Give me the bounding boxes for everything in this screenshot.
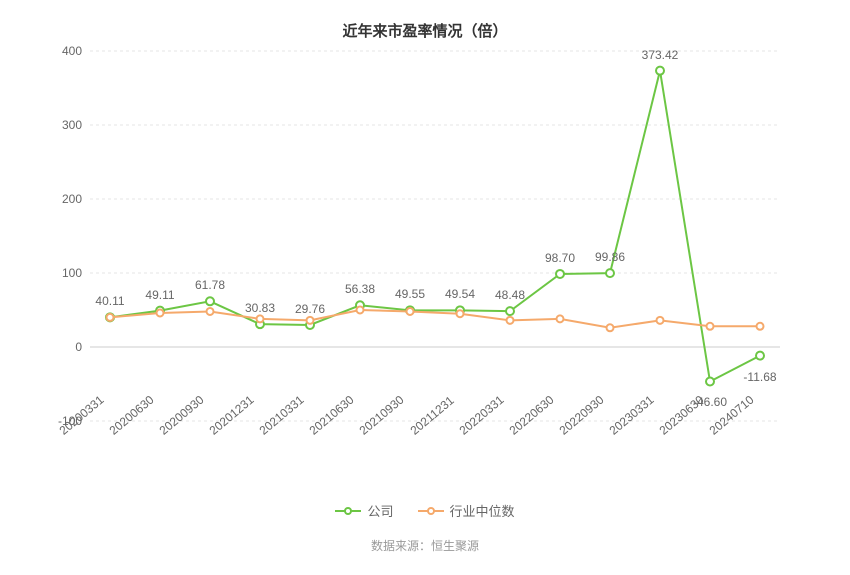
chart-source: 数据来源：恒生聚源 — [30, 537, 820, 554]
source-label: 数据来源： — [371, 539, 431, 553]
data-point-label: 49.11 — [145, 288, 174, 302]
legend-swatch-icon — [335, 504, 361, 518]
y-tick-label: 100 — [62, 266, 90, 280]
data-point-label: 373.42 — [642, 48, 679, 62]
data-point-label: 56.38 — [345, 282, 375, 296]
data-point-label: 29.76 — [295, 302, 325, 316]
legend-item[interactable]: 公司 — [335, 501, 393, 520]
y-tick-label: 400 — [62, 44, 90, 58]
legend-label: 公司 — [367, 501, 393, 520]
data-point-label: 49.55 — [395, 288, 425, 302]
y-tick-label: 200 — [62, 192, 90, 206]
data-point-label: 99.86 — [595, 250, 625, 264]
data-point-label: 98.70 — [545, 251, 575, 265]
chart-title: 近年来市盈率情况（倍） — [30, 20, 820, 41]
data-point-label: 49.54 — [445, 288, 475, 302]
legend-item[interactable]: 行业中位数 — [418, 501, 515, 520]
chart-plot-area: -100010020030040020200331202006302020093… — [90, 51, 780, 421]
legend-label: 行业中位数 — [450, 501, 515, 520]
data-point-label: -11.68 — [743, 370, 776, 384]
chart-svg — [90, 51, 780, 421]
chart-legend: 公司 行业中位数 — [30, 501, 820, 521]
data-point-label: 30.83 — [245, 301, 275, 315]
data-point-label: -46.60 — [693, 395, 727, 409]
data-point-label: 48.48 — [495, 288, 525, 302]
data-point-label: 40.11 — [95, 295, 124, 309]
data-point-label: 61.78 — [195, 278, 225, 292]
legend-swatch-icon — [418, 504, 444, 518]
source-value: 恒生聚源 — [431, 539, 479, 553]
y-tick-label: 300 — [62, 118, 90, 132]
pe-chart-container: 近年来市盈率情况（倍） -100010020030040020200331202… — [0, 0, 850, 575]
y-tick-label: 0 — [75, 340, 90, 354]
